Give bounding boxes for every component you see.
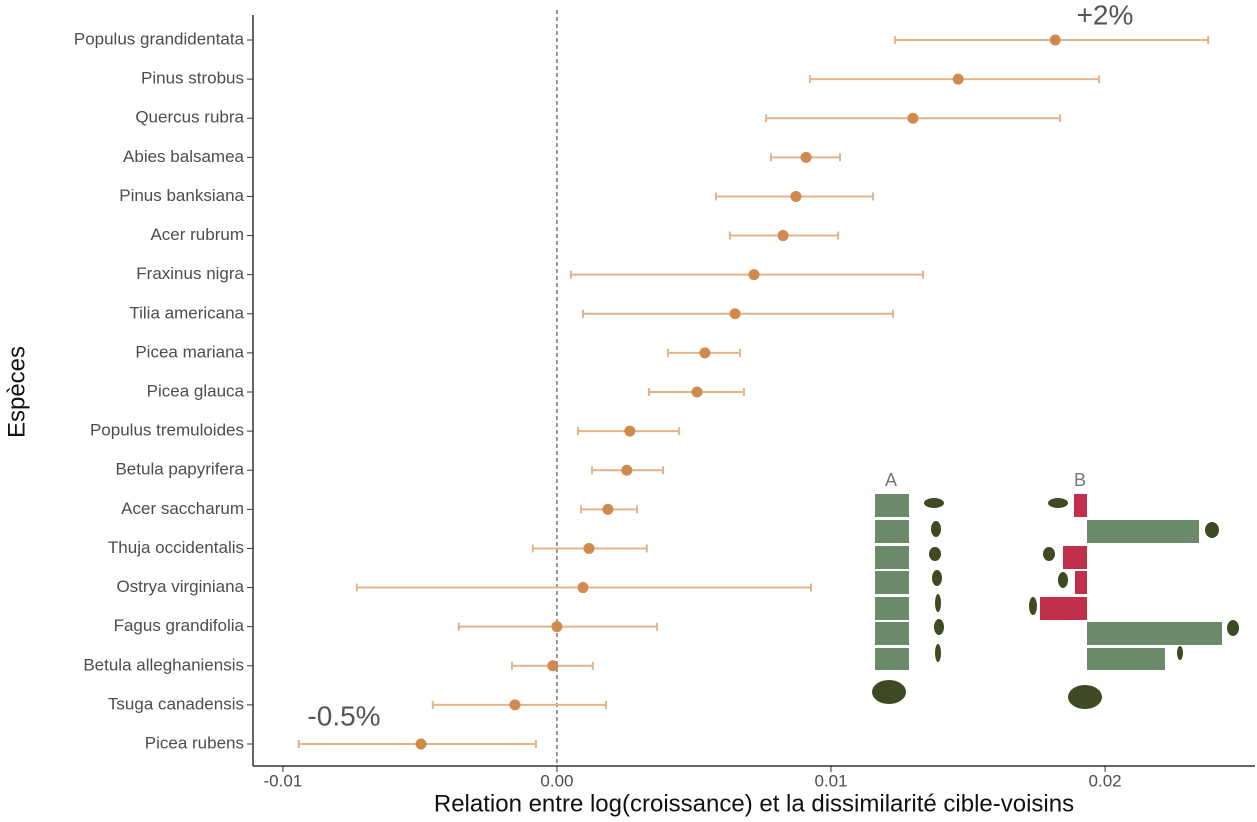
y-axis-title: Espèces xyxy=(3,346,30,438)
point xyxy=(577,582,589,594)
y-tick-label: Tilia americana xyxy=(129,303,244,322)
inset-bars-b xyxy=(1040,494,1222,670)
y-tick-label: Abies balsamea xyxy=(123,147,245,166)
inset: A B xyxy=(872,470,1239,709)
y-tick-label: Acer rubrum xyxy=(150,225,244,244)
x-tick-label: -0.01 xyxy=(263,771,302,790)
point xyxy=(777,230,789,242)
point xyxy=(415,738,427,750)
inset-label: B xyxy=(1074,470,1086,490)
point xyxy=(748,269,760,281)
inset-label: A xyxy=(885,470,897,490)
point xyxy=(790,190,802,202)
point xyxy=(621,464,633,476)
y-tick-label: Acer saccharum xyxy=(121,499,244,518)
point xyxy=(602,503,614,515)
y-tick-label: Ostrya virginiana xyxy=(116,577,244,596)
y-tick-label: Populus tremuloides xyxy=(90,421,244,440)
point xyxy=(691,386,703,398)
y-tick-label: Thuja occidentalis xyxy=(108,538,244,557)
point xyxy=(1049,34,1061,46)
y-tick-label: Picea rubens xyxy=(145,733,244,752)
point xyxy=(800,151,812,163)
y-tick-label: Betula papyrifera xyxy=(115,460,244,479)
y-tick-label: Pinus strobus xyxy=(141,69,244,88)
x-tick-label: 0.00 xyxy=(540,771,573,790)
point xyxy=(952,73,964,85)
y-tick-label: Tsuga canadensis xyxy=(108,694,244,713)
y-tick-label: Populus grandidentata xyxy=(74,29,245,48)
point xyxy=(907,112,919,124)
y-tick-label: Picea mariana xyxy=(135,342,244,361)
x-tick-label: 0.02 xyxy=(1089,771,1122,790)
x-axis-title: Relation entre log(croissance) et la dis… xyxy=(434,790,1074,817)
point xyxy=(624,425,636,437)
tree-icons xyxy=(872,498,1239,709)
annotation: +2% xyxy=(1077,0,1134,30)
point xyxy=(509,699,521,711)
inset-bars-a xyxy=(875,494,909,670)
point xyxy=(699,347,711,359)
y-tick-label: Betula alleghaniensis xyxy=(83,655,244,674)
point xyxy=(547,660,559,672)
y-tick-label: Quercus rubra xyxy=(135,108,244,127)
annotation: -0.5% xyxy=(307,700,380,731)
y-tick-label: Pinus banksiana xyxy=(119,186,244,205)
point xyxy=(583,542,595,554)
x-tick-label: 0.01 xyxy=(814,771,847,790)
point xyxy=(729,308,741,320)
y-tick-label: Fraxinus nigra xyxy=(136,264,244,283)
y-tick-label: Picea glauca xyxy=(147,381,245,400)
y-tick-label: Fagus grandifolia xyxy=(114,616,245,635)
point xyxy=(551,621,563,633)
